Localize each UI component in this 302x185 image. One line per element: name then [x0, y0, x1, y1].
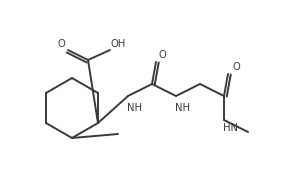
Text: NH: NH: [175, 103, 189, 113]
Text: NH: NH: [127, 103, 142, 113]
Text: O: O: [232, 62, 240, 72]
Text: HN: HN: [223, 123, 237, 133]
Text: O: O: [57, 39, 65, 49]
Text: O: O: [158, 50, 166, 60]
Text: OH: OH: [110, 39, 126, 49]
